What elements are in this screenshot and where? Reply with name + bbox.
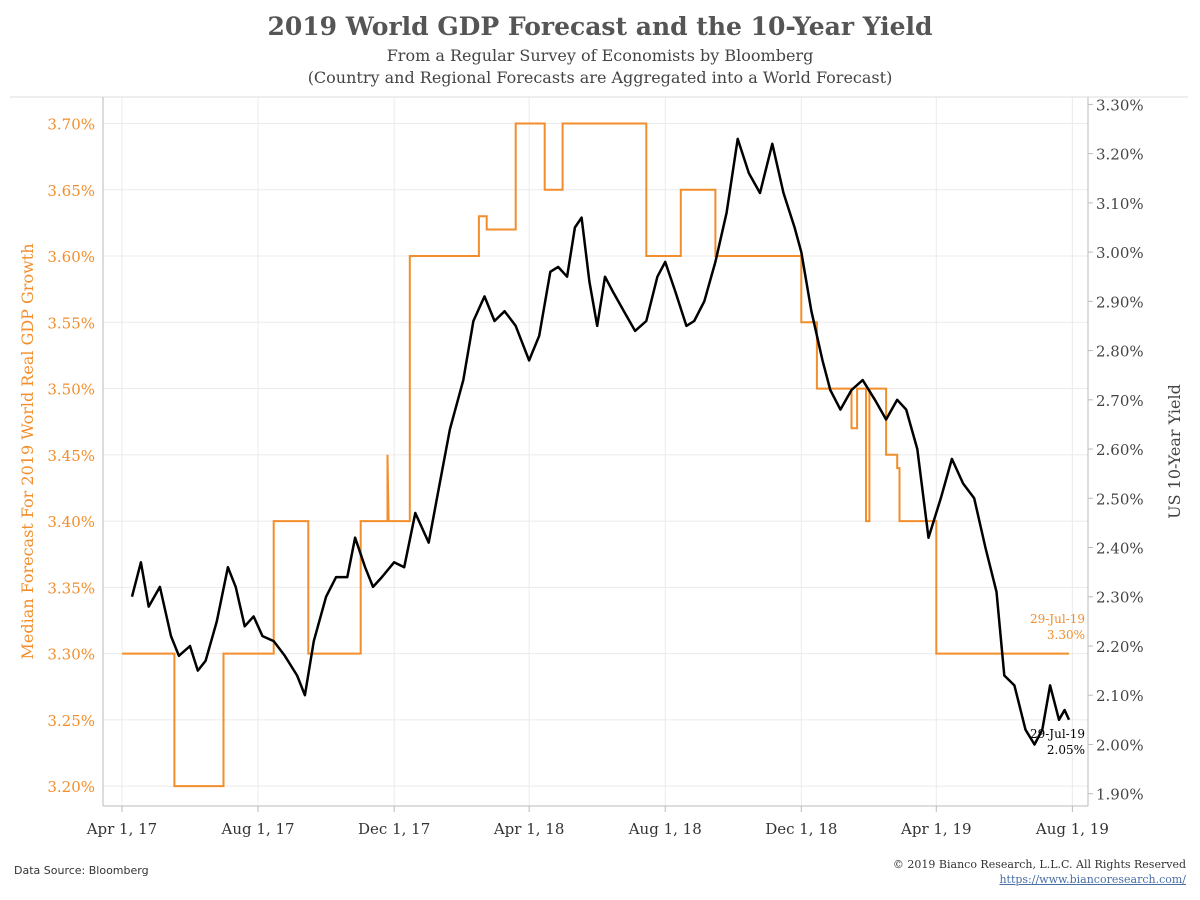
y-right-tick-label: 1.90% — [1096, 786, 1144, 804]
y-right-tick-label: 2.00% — [1096, 736, 1144, 754]
chart-subtitle-note: (Country and Regional Forecasts are Aggr… — [307, 68, 893, 87]
y-right-tick-label: 2.90% — [1096, 293, 1144, 311]
y-left-axis-title: Median Forecast For 2019 World Real GDP … — [18, 243, 37, 659]
x-tick-label: Dec 1, 18 — [765, 820, 837, 838]
gdp-end-date-label: 29-Jul-19 — [1030, 612, 1085, 626]
chart-title: 2019 World GDP Forecast and the 10-Year … — [267, 12, 933, 41]
gdp-end-value-label: 3.30% — [1047, 628, 1085, 642]
chart-subtitle: From a Regular Survey of Economists by B… — [386, 46, 814, 65]
yield-end-date-label: 29-Jul-19 — [1030, 727, 1085, 741]
y-left-tick-label: 3.70% — [47, 116, 95, 134]
y-left-tick-label: 3.60% — [47, 248, 95, 266]
y-left-tick-label: 3.50% — [47, 381, 95, 399]
y-right-tick-label: 3.00% — [1096, 244, 1144, 262]
website-link[interactable]: https://www.biancoresearch.com/ — [999, 873, 1186, 886]
copyright-block: © 2019 Bianco Research, L.L.C. All Right… — [893, 857, 1186, 887]
x-tick-label: Apr 1, 17 — [86, 820, 158, 838]
y-left-tick-label: 3.65% — [47, 182, 95, 200]
yield-line — [130, 137, 1071, 746]
y-right-tick-label: 2.70% — [1096, 392, 1144, 410]
y-right-tick-label: 2.30% — [1096, 589, 1144, 607]
y-right-tick-label: 3.30% — [1096, 96, 1144, 114]
y-left-tick-label: 3.30% — [47, 646, 95, 664]
x-tick-label: Aug 1, 17 — [221, 820, 295, 838]
x-tick-label: Aug 1, 18 — [628, 820, 702, 838]
y-right-tick-label: 2.60% — [1096, 441, 1144, 459]
y-right-tick-label: 2.50% — [1096, 490, 1144, 508]
y-left-tick-label: 3.35% — [47, 579, 95, 597]
y-left-tick-label: 3.55% — [47, 314, 95, 332]
y-left-tick-label: 3.25% — [47, 712, 95, 730]
copyright-text: © 2019 Bianco Research, L.L.C. All Right… — [892, 858, 1186, 871]
y-right-tick-label: 2.80% — [1096, 343, 1144, 361]
y-right-tick-label: 2.40% — [1096, 540, 1144, 558]
x-tick-label: Apr 1, 18 — [493, 820, 565, 838]
data-source-note: Data Source: Bloomberg — [14, 864, 149, 877]
y-right-axis-title: US 10-Year Yield — [1165, 384, 1184, 519]
x-tick-label: Aug 1, 19 — [1035, 820, 1109, 838]
gdp-forecast-line — [122, 122, 1069, 788]
y-right-tick-label: 2.20% — [1096, 638, 1144, 656]
y-right-tick-label: 3.20% — [1096, 146, 1144, 164]
y-left-tick-label: 3.45% — [47, 447, 95, 465]
y-left-tick-label: 3.20% — [47, 778, 95, 796]
yield-end-value-label: 2.05% — [1047, 743, 1085, 757]
x-tick-label: Dec 1, 17 — [358, 820, 430, 838]
y-left-tick-label: 3.40% — [47, 513, 95, 531]
y-right-tick-label: 2.10% — [1096, 687, 1144, 705]
y-right-tick-label: 3.10% — [1096, 195, 1144, 213]
x-tick-label: Apr 1, 19 — [900, 820, 972, 838]
